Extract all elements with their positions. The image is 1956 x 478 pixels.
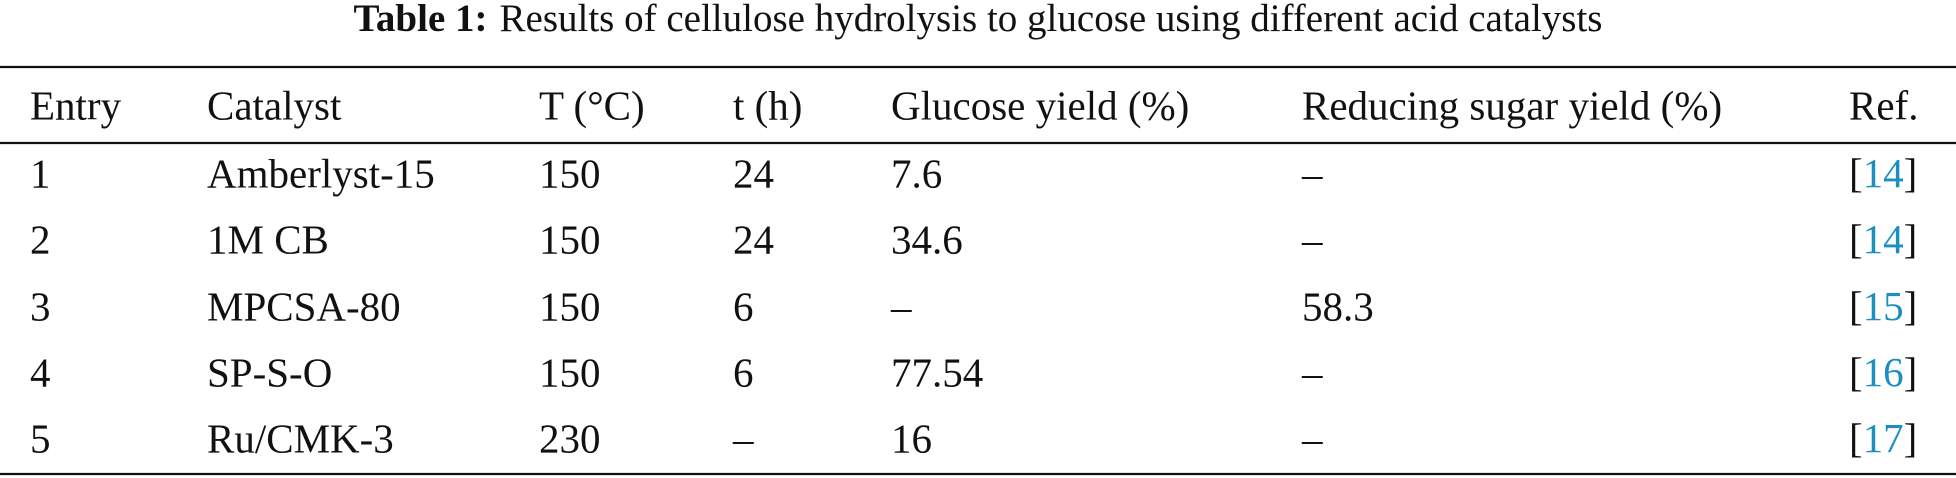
table-cell: 3 — [30, 283, 51, 329]
table-cell: 1M CB — [207, 216, 329, 262]
table-cell: SP-S-O — [207, 349, 332, 395]
table-cell: 77.54 — [891, 349, 983, 395]
header-cell: T (°C) — [539, 82, 645, 128]
table-cell: 6 — [733, 349, 754, 395]
table-cell: 16 — [891, 415, 932, 461]
table-cell: 24 — [733, 150, 774, 196]
table-cell: 24 — [733, 216, 774, 262]
header-cell: Glucose yield (%) — [891, 82, 1189, 128]
table-cell: Amberlyst-15 — [207, 150, 435, 196]
ref-cell: [14] — [1849, 150, 1917, 196]
ref-link: 14 — [1863, 150, 1904, 196]
table-caption: Table 1: Results of cellulose hydrolysis … — [353, 0, 1602, 40]
table-cell: 150 — [539, 349, 601, 395]
ref-bracket: [ — [1849, 349, 1863, 395]
ref-bracket: [ — [1849, 415, 1863, 461]
table-cell: – — [1301, 216, 1323, 262]
ref-cell: [17] — [1849, 415, 1917, 461]
table-cell: 150 — [539, 216, 601, 262]
ref-link: 16 — [1863, 349, 1904, 395]
header-cell: Catalyst — [207, 82, 342, 128]
table-cell: – — [1301, 349, 1323, 395]
table-cell: 34.6 — [891, 216, 963, 262]
ref-cell: [15] — [1849, 283, 1917, 329]
table-cell: – — [890, 283, 912, 329]
table-cell: 150 — [539, 150, 601, 196]
table-cell: MPCSA-80 — [207, 283, 401, 329]
header-cell: Entry — [30, 82, 122, 128]
ref-bracket: ] — [1904, 150, 1918, 196]
caption-text: Results of cellulose hydrolysis to gluco… — [500, 0, 1603, 40]
table-cell: Ru/CMK-3 — [207, 415, 394, 461]
table-cell: 150 — [539, 283, 601, 329]
ref-bracket: ] — [1904, 349, 1918, 395]
table-cell: – — [1301, 150, 1323, 196]
ref-link: 17 — [1863, 415, 1904, 461]
header-cell: t (h) — [733, 82, 802, 128]
ref-bracket: ] — [1904, 216, 1918, 262]
table-cell: 2 — [30, 216, 51, 262]
table-cell: – — [1301, 415, 1323, 461]
table-cell: 5 — [30, 415, 51, 461]
ref-bracket: [ — [1849, 283, 1863, 329]
ref-link: 14 — [1863, 216, 1904, 262]
ref-cell: [14] — [1849, 216, 1917, 262]
ref-bracket: [ — [1849, 150, 1863, 196]
header-cell: Reducing sugar yield (%) — [1302, 82, 1722, 128]
table-cell: 58.3 — [1302, 283, 1374, 329]
ref-bracket: ] — [1904, 415, 1918, 461]
table-cell: 1 — [30, 150, 51, 196]
ref-link: 15 — [1863, 283, 1904, 329]
ref-bracket: [ — [1849, 216, 1863, 262]
table-cell: 6 — [733, 283, 754, 329]
table-cell: 230 — [539, 415, 601, 461]
header-cell: Ref. — [1849, 82, 1918, 128]
caption-label: Table 1: — [353, 0, 487, 40]
table-cell: 4 — [30, 349, 51, 395]
table-cell: 7.6 — [891, 150, 942, 196]
ref-cell: [16] — [1849, 349, 1917, 395]
ref-bracket: ] — [1904, 283, 1918, 329]
table-cell: – — [732, 415, 754, 461]
